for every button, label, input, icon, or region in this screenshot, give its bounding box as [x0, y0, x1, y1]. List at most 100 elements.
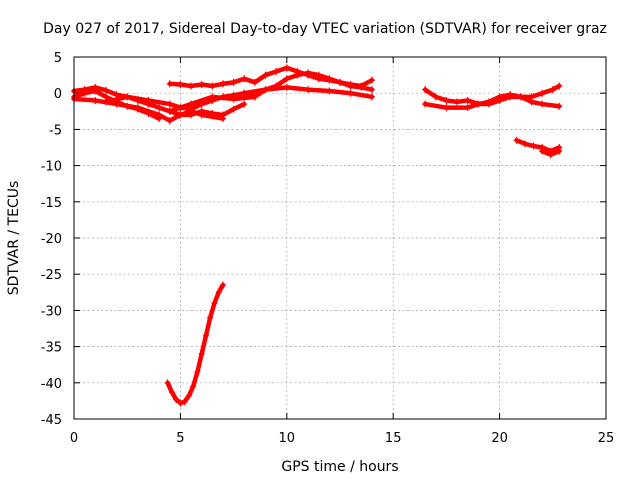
data-point	[283, 83, 290, 91]
x-axis-label: GPS time / hours	[281, 459, 398, 475]
data-point	[219, 115, 226, 123]
data-point	[145, 96, 152, 104]
y-axis-label: SDTVAR / TECUs	[6, 181, 22, 296]
data-point	[347, 82, 354, 90]
data-point	[262, 71, 269, 79]
y-tick-label: -40	[41, 377, 62, 392]
data-point	[522, 140, 529, 148]
data-point	[326, 75, 333, 83]
data-point	[283, 64, 290, 72]
data-point	[194, 368, 201, 376]
data-point	[113, 91, 120, 99]
data-point	[92, 96, 99, 104]
data-point	[188, 100, 195, 108]
data-point	[549, 86, 556, 94]
data-point	[102, 86, 109, 94]
data-point	[315, 71, 322, 79]
series-line	[165, 282, 226, 406]
data-point	[556, 147, 563, 155]
data-point	[219, 281, 226, 289]
data-point	[539, 89, 546, 97]
data-point	[156, 111, 163, 119]
data-point	[113, 100, 120, 108]
data-point	[422, 100, 429, 108]
y-tick-label: -20	[41, 232, 62, 247]
data-point	[368, 86, 375, 94]
plot-area	[71, 64, 563, 407]
data-point	[215, 288, 222, 296]
data-point	[230, 78, 237, 86]
data-point	[230, 105, 237, 113]
data-point	[507, 91, 514, 99]
data-point	[517, 93, 524, 101]
data-point	[464, 104, 471, 112]
data-point	[173, 395, 180, 403]
data-point	[358, 83, 365, 91]
data-point	[92, 87, 99, 95]
data-point	[156, 104, 163, 112]
data-point	[547, 151, 554, 159]
data-point	[251, 78, 258, 86]
data-point	[283, 75, 290, 83]
data-point	[166, 107, 173, 115]
data-point	[198, 81, 205, 89]
x-tick-label: 20	[491, 431, 508, 446]
data-point	[168, 388, 175, 396]
y-tick-label: -35	[41, 341, 62, 356]
y-tick-label: 5	[54, 51, 62, 66]
data-point	[530, 142, 537, 150]
x-tick-label: 10	[279, 431, 296, 446]
data-point	[190, 382, 197, 390]
data-point	[496, 93, 503, 101]
data-point	[166, 117, 173, 125]
x-tick-label: 15	[385, 431, 402, 446]
data-point	[177, 81, 184, 89]
y-tick-labels: 5 0 -5 -10 -15 -20 -25 -30 -35 -40 -45	[41, 51, 62, 428]
data-point	[241, 89, 248, 97]
data-point	[475, 100, 482, 108]
data-point	[443, 96, 450, 104]
data-point	[166, 100, 173, 108]
data-point	[556, 82, 563, 90]
data-point	[326, 87, 333, 95]
y-tick-label: -15	[41, 196, 62, 211]
data-point	[485, 98, 492, 106]
series-arc-10	[513, 136, 563, 155]
data-point	[166, 80, 173, 88]
data-point	[422, 86, 429, 94]
data-point	[432, 93, 439, 101]
data-point	[102, 98, 109, 106]
x-tick-label: 0	[70, 431, 78, 446]
series-arc-11	[539, 147, 563, 159]
y-tick-label: -10	[41, 160, 62, 175]
data-point	[262, 86, 269, 94]
data-point	[251, 93, 258, 101]
data-point	[219, 80, 226, 88]
data-point	[134, 104, 141, 112]
data-point	[305, 69, 312, 77]
data-point	[198, 350, 205, 358]
data-point	[556, 102, 563, 110]
data-point	[81, 89, 88, 97]
series-line	[514, 138, 562, 154]
data-point	[305, 86, 312, 94]
x-tick-label: 25	[598, 431, 615, 446]
data-point	[207, 314, 214, 322]
data-point	[198, 111, 205, 119]
data-point	[368, 93, 375, 101]
data-point	[209, 93, 216, 101]
data-point	[181, 398, 188, 406]
data-point	[294, 71, 301, 79]
data-point	[368, 76, 375, 84]
y-tick-label: -30	[41, 304, 62, 319]
x-tick-label: 5	[176, 431, 184, 446]
data-point	[337, 78, 343, 86]
data-point	[539, 147, 546, 155]
data-point	[188, 82, 195, 90]
data-point	[539, 100, 546, 108]
data-point	[177, 111, 184, 119]
data-point	[211, 299, 218, 307]
series-arc-9	[422, 91, 563, 112]
